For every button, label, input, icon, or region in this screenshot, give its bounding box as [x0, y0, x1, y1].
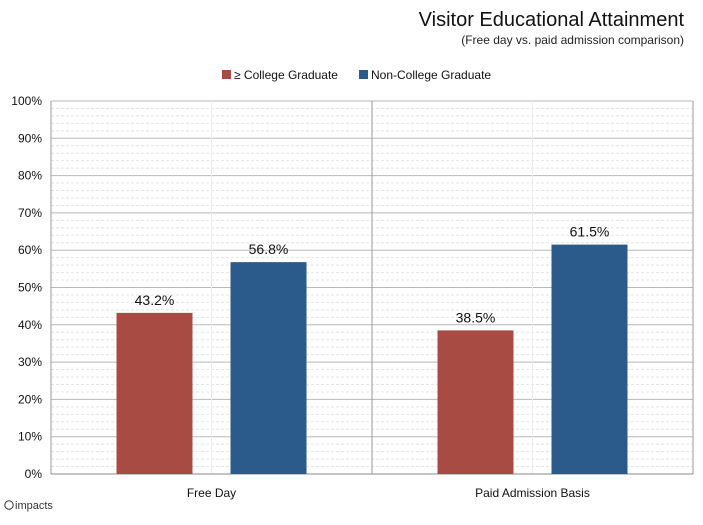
data-label: 38.5% [456, 309, 496, 325]
x-category-label: Paid Admission Basis [475, 486, 590, 500]
legend-swatch-non-college [359, 70, 368, 79]
bar-college [116, 312, 193, 474]
y-tick-label: 50% [18, 281, 42, 295]
data-label: 61.5% [570, 224, 610, 240]
plot-area: 0% 10% 20% 30% 40% 50% 60% 70% 80% 90% 100% 43.2% 56… [11, 94, 694, 500]
y-tick-label: 20% [18, 392, 42, 406]
logo-text: impacts [15, 500, 53, 512]
chart-title: Visitor Educational Attainment [419, 9, 685, 31]
chart-subtitle: (Free day vs. paid admission comparison) [461, 33, 684, 47]
y-tick-label: 100% [11, 94, 42, 108]
y-tick-label: 0% [25, 467, 43, 481]
legend: ≥ College Graduate Non-College Graduate [222, 68, 491, 82]
bar-non-college [230, 262, 307, 474]
y-tick-label: 70% [18, 206, 42, 220]
x-category-label: Free Day [187, 486, 236, 500]
bar-non-college [551, 244, 628, 474]
data-label: 43.2% [135, 292, 175, 308]
legend-swatch-college [222, 70, 231, 79]
logo-mark-icon [4, 500, 14, 510]
y-tick-label: 10% [18, 430, 42, 444]
y-tick-label: 30% [18, 355, 42, 369]
legend-label-college: ≥ College Graduate [234, 68, 338, 82]
impacts-logo: impacts [4, 500, 53, 512]
legend-label-non-college: Non-College Graduate [371, 68, 491, 82]
y-tick-label: 90% [18, 131, 42, 145]
bar-college [437, 330, 514, 474]
y-tick-label: 40% [18, 318, 42, 332]
y-tick-label: 60% [18, 243, 42, 257]
y-tick-label: 80% [18, 169, 42, 183]
data-label: 56.8% [249, 241, 289, 257]
